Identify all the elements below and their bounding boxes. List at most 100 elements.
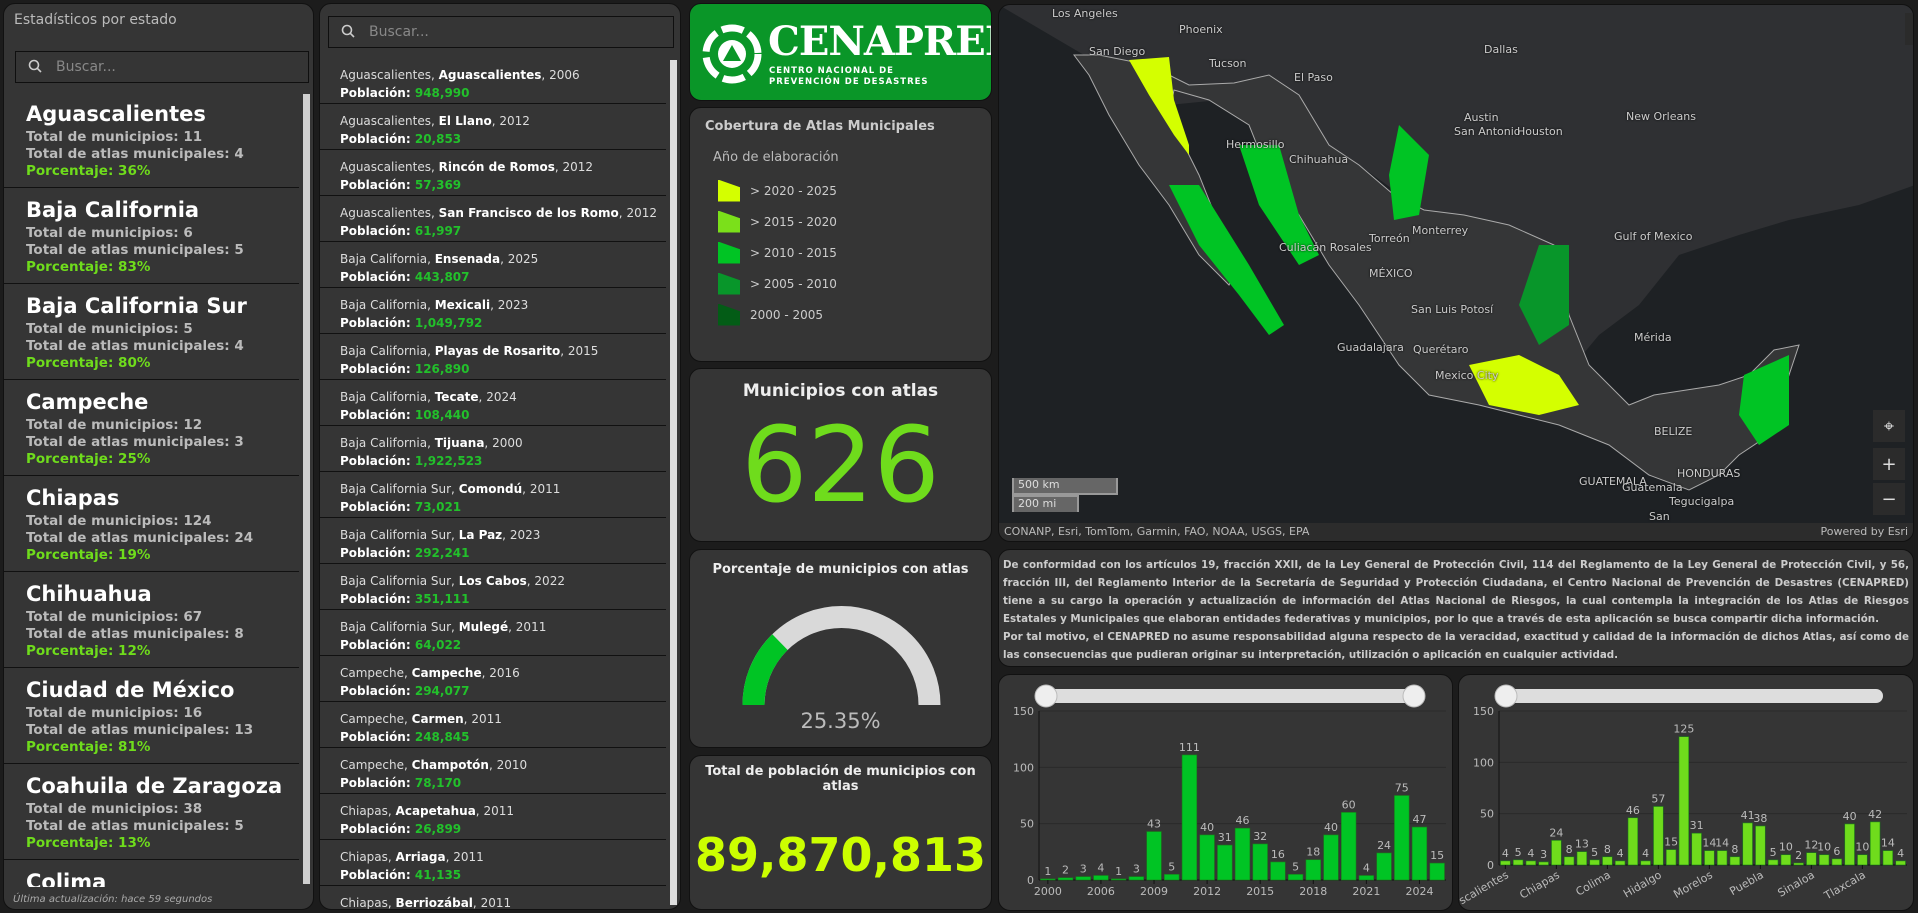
state-card[interactable]: Campeche Total de municipios: 12 Total de … bbox=[4, 380, 299, 476]
bar[interactable] bbox=[1323, 834, 1339, 881]
bar[interactable] bbox=[1614, 860, 1626, 866]
range-slider-handle-min[interactable] bbox=[1494, 684, 1518, 708]
municipio-item[interactable]: Baja California, Tijuana, 2000 Población:… bbox=[320, 426, 666, 472]
range-slider-track[interactable] bbox=[1499, 689, 1883, 703]
state-card[interactable]: Baja California Total de municipios: 6 Tot… bbox=[4, 188, 299, 284]
locate-icon[interactable]: ⌖ bbox=[1873, 410, 1905, 442]
bar[interactable] bbox=[1500, 860, 1511, 866]
municipio-item[interactable]: Campeche, Carmen, 2011 Población: 248,845 bbox=[320, 702, 666, 748]
bar[interactable] bbox=[1831, 858, 1843, 866]
bar[interactable] bbox=[1869, 821, 1881, 866]
municipio-item[interactable]: Baja California, Tecate, 2024 Población: … bbox=[320, 380, 666, 426]
bar[interactable] bbox=[1110, 878, 1127, 881]
bar[interactable] bbox=[1057, 877, 1074, 881]
bar[interactable] bbox=[1512, 859, 1524, 866]
municipio-item[interactable]: Aguascalientes, Aguascalientes, 2006 Pobl… bbox=[320, 58, 666, 104]
powered-by-esri[interactable]: Powered by Esri bbox=[1820, 525, 1908, 538]
bar[interactable] bbox=[1780, 854, 1792, 866]
bar[interactable] bbox=[1767, 859, 1779, 866]
bar[interactable] bbox=[1818, 854, 1830, 866]
bar[interactable] bbox=[1341, 812, 1357, 881]
municipios-search-input[interactable] bbox=[369, 24, 635, 40]
bar[interactable] bbox=[1252, 843, 1268, 881]
municipio-item[interactable]: Baja California, Ensenada, 2025 Población… bbox=[320, 242, 666, 288]
mexico-map[interactable] bbox=[999, 5, 1914, 525]
map-view[interactable]: Los Angeles Phoenix San Diego Tucson Dallas E… bbox=[998, 4, 1914, 542]
bar[interactable] bbox=[1181, 754, 1198, 881]
municipio-item[interactable]: Baja California Sur, Los Cabos, 2022 Pobl… bbox=[320, 564, 666, 610]
bar[interactable] bbox=[1305, 859, 1321, 881]
municipios-search[interactable] bbox=[328, 16, 674, 48]
bar[interactable] bbox=[1576, 851, 1588, 866]
bar[interactable] bbox=[1538, 861, 1549, 866]
bar[interactable] bbox=[1270, 861, 1286, 881]
municipio-item[interactable]: Baja California Sur, Mulegé, 2011 Poblaci… bbox=[320, 610, 666, 656]
bar[interactable] bbox=[1729, 856, 1741, 866]
bar[interactable] bbox=[1793, 862, 1804, 866]
bar[interactable] bbox=[1551, 840, 1562, 866]
states-search[interactable] bbox=[15, 51, 309, 83]
zoom-in-button[interactable]: + bbox=[1873, 448, 1905, 480]
range-slider-handle-min[interactable] bbox=[1034, 684, 1058, 708]
bar[interactable] bbox=[1287, 874, 1304, 881]
state-card[interactable]: Coahuila de Zaragoza Total de municipios:… bbox=[4, 764, 299, 860]
municipio-item[interactable]: Aguascalientes, Rincón de Romos, 2012 Pob… bbox=[320, 150, 666, 196]
state-card[interactable]: Baja California Sur Total de municipios: … bbox=[4, 284, 299, 380]
bar[interactable] bbox=[1075, 876, 1091, 881]
municipio-item[interactable]: Chiapas, Berriozábal, 2011 bbox=[320, 886, 666, 909]
bar[interactable] bbox=[1040, 878, 1056, 881]
municipio-item[interactable]: Baja California Sur, La Paz, 2023 Poblaci… bbox=[320, 518, 666, 564]
bar[interactable] bbox=[1704, 850, 1715, 866]
municipio-item[interactable]: Campeche, Campeche, 2016 Población: 294,0… bbox=[320, 656, 666, 702]
bar[interactable] bbox=[1217, 844, 1233, 881]
zoom-out-button[interactable]: − bbox=[1873, 483, 1905, 515]
bar[interactable] bbox=[1640, 860, 1651, 866]
bar[interactable] bbox=[1589, 859, 1600, 866]
bar[interactable] bbox=[1525, 860, 1537, 866]
municipio-item[interactable]: Baja California, Mexicali, 2023 Población… bbox=[320, 288, 666, 334]
bar[interactable] bbox=[1429, 862, 1445, 881]
bar[interactable] bbox=[1394, 795, 1410, 881]
bar[interactable] bbox=[1093, 875, 1109, 881]
state-card[interactable]: Colima bbox=[4, 860, 299, 887]
bar[interactable] bbox=[1358, 875, 1375, 881]
bar[interactable] bbox=[1128, 876, 1144, 881]
municipio-item[interactable]: Chiapas, Acapetahua, 2011 Población: 26,8… bbox=[320, 794, 666, 840]
bar[interactable] bbox=[1665, 849, 1677, 866]
bar[interactable] bbox=[1895, 860, 1906, 866]
municipio-item[interactable]: Campeche, Champotón, 2010 Población: 78,1… bbox=[320, 748, 666, 794]
bar[interactable] bbox=[1755, 825, 1766, 866]
bar[interactable] bbox=[1882, 850, 1894, 866]
state-card[interactable]: Chiapas Total de municipios: 124 Total de … bbox=[4, 476, 299, 572]
state-card[interactable]: Aguascalientes Total de municipios: 11 Tot… bbox=[4, 92, 299, 188]
bar[interactable] bbox=[1602, 856, 1613, 866]
bar[interactable] bbox=[1234, 827, 1251, 881]
state-card[interactable]: Chihuahua Total de municipios: 67 Total de… bbox=[4, 572, 299, 668]
bar[interactable] bbox=[1806, 852, 1817, 866]
states-scrollbar[interactable] bbox=[303, 94, 310, 884]
municipios-scrollbar[interactable] bbox=[670, 60, 677, 905]
bar[interactable] bbox=[1716, 850, 1728, 866]
range-slider-handle-max[interactable] bbox=[1402, 684, 1426, 708]
bar[interactable] bbox=[1199, 834, 1215, 881]
bar[interactable] bbox=[1653, 806, 1664, 866]
bar[interactable] bbox=[1678, 736, 1690, 866]
municipio-item[interactable]: Chiapas, Arriaga, 2011 Población: 41,135 bbox=[320, 840, 666, 886]
bar[interactable] bbox=[1691, 832, 1702, 866]
bar[interactable] bbox=[1742, 822, 1753, 866]
bar[interactable] bbox=[1844, 823, 1855, 866]
bar[interactable] bbox=[1411, 826, 1428, 881]
bar[interactable] bbox=[1627, 817, 1639, 866]
bar[interactable] bbox=[1857, 854, 1868, 866]
state-card[interactable]: Ciudad de México Total de municipios: 16 T… bbox=[4, 668, 299, 764]
municipio-item[interactable]: Baja California, Playas de Rosarito, 201… bbox=[320, 334, 666, 380]
bar[interactable] bbox=[1376, 852, 1392, 881]
bar[interactable] bbox=[1164, 874, 1180, 881]
states-search-input[interactable] bbox=[56, 59, 280, 75]
range-slider-track[interactable] bbox=[1039, 689, 1422, 703]
municipio-item[interactable]: Aguascalientes, El Llano, 2012 Población:… bbox=[320, 104, 666, 150]
bar[interactable] bbox=[1146, 831, 1162, 881]
municipio-item[interactable]: Baja California Sur, Comondú, 2011 Poblac… bbox=[320, 472, 666, 518]
qr-code-icon[interactable]: ▦ bbox=[1905, 13, 1913, 45]
municipio-item[interactable]: Aguascalientes, San Francisco de los Rom… bbox=[320, 196, 666, 242]
